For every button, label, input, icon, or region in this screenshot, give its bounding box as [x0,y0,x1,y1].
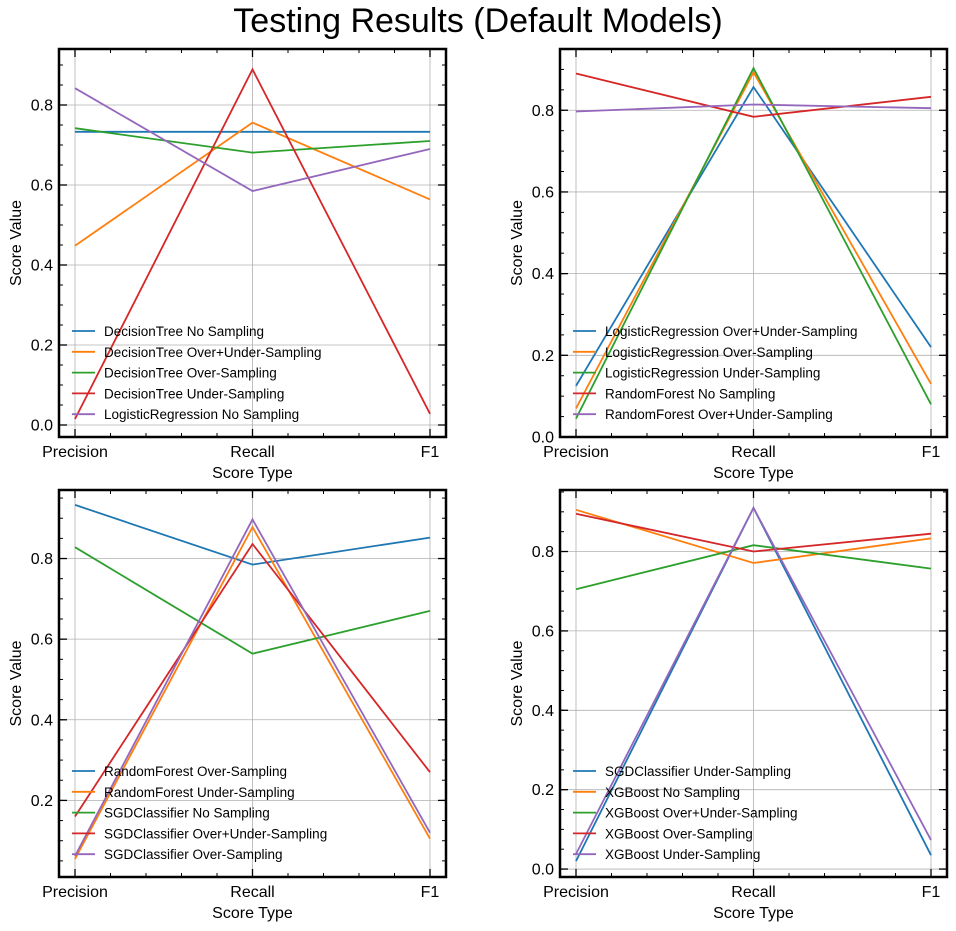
x-tick-label: Recall [731,884,775,901]
axes-frame [558,47,949,439]
chart-panel-4: 0.0 0.2 0.4 0.6 0.8 Precision Recall F1 Score Ty… [509,488,949,922]
legend-entry: DecisionTree Over-Sampling [104,366,277,381]
x-tick-label: Recall [230,884,274,901]
chart-panel-1: 0.0 0.2 0.4 0.6 0.8 Precision Recall F1 Score Ty… [8,47,448,482]
series-line-3 [74,546,431,655]
series-line-4 [74,542,431,817]
y-tick-label: 0.0 [532,862,554,879]
series-line-3 [575,544,932,591]
x-tick-label: Precision [42,444,108,461]
legend: DecisionTree No Sampling DecisionTree Ove… [72,324,321,422]
y-tick-label: 0.4 [532,266,554,283]
series-line-5 [74,517,431,857]
series-line-5 [575,505,932,855]
y-tick-label: 0.2 [532,348,554,365]
y-tick-label: 0.2 [532,782,554,799]
series-line-4 [575,512,932,553]
legend: SGDClassifier Under-Sampling XGBoost No S… [573,764,797,862]
y-tick-label: 0.2 [31,338,53,355]
legend-entry: XGBoost Over+Under-Sampling [605,806,797,821]
x-tick-label: Recall [731,444,775,461]
y-tick-label: 0.2 [31,793,53,810]
x-tick-label: Precision [543,444,609,461]
y-axis-label: Score Value [8,200,25,286]
x-axis-label: Score Type [212,905,293,922]
legend-entry: LogisticRegression Under-Sampling [605,366,820,381]
y-axis-label: Score Value [509,640,526,726]
y-tick-label: 0.8 [532,103,554,120]
chart-panel-3: 0.2 0.4 0.6 0.8 Precision Recall F1 Score Type S… [8,488,448,922]
x-tick-label: F1 [922,884,941,901]
legend: LogisticRegression Over+Under-Sampling Lo… [573,324,858,422]
series-line-1 [575,85,932,387]
legend: RandomForest Over-Sampling RandomForest U… [72,764,327,862]
legend-entry: RandomForest Over-Sampling [104,764,287,779]
x-axis-label: Score Type [713,905,794,922]
legend-entry: SGDClassifier Over+Under-Sampling [104,826,327,841]
legend-entry: XGBoost Under-Sampling [605,847,760,862]
axes-frame [558,488,949,879]
x-tick-label: F1 [421,884,440,901]
legend-entry: RandomForest Under-Sampling [104,785,295,800]
x-tick-label: Precision [42,884,108,901]
y-tick-label: 0.4 [532,703,554,720]
y-tick-label: 0.8 [31,98,53,115]
y-tick-label: 0.8 [31,551,53,568]
legend-entry: DecisionTree Under-Sampling [104,386,284,401]
legend-entry: SGDClassifier Over-Sampling [104,847,283,862]
legend-entry: XGBoost No Sampling [605,785,740,800]
series-line-4 [575,72,932,118]
x-tick-label: F1 [421,444,440,461]
legend-entry: DecisionTree No Sampling [104,324,264,339]
y-tick-label: 0.4 [31,258,53,275]
series-line-2 [575,70,932,409]
legend-entry: LogisticRegression Over-Sampling [605,345,813,360]
y-tick-label: 0.6 [532,623,554,640]
legend-entry: LogisticRegression Over+Under-Sampling [605,324,858,339]
y-tick-label: 0.4 [31,712,53,729]
x-tick-label: Recall [230,444,274,461]
y-tick-label: 0.8 [532,544,554,561]
axes-frame [57,488,448,879]
y-tick-label: 0.0 [532,430,554,447]
y-tick-label: 0.0 [31,418,53,435]
y-tick-label: 0.6 [31,178,53,195]
series-line-4 [74,67,431,420]
series-line-5 [74,87,431,192]
y-tick-label: 0.6 [532,184,554,201]
series-line-2 [575,508,932,564]
axes-frame [57,47,448,439]
series-line-2 [74,121,431,247]
y-axis-label: Score Value [509,200,526,286]
legend-entry: SGDClassifier No Sampling [104,806,270,821]
series-line-3 [575,66,932,420]
x-tick-label: Precision [543,884,609,901]
legend-entry: SGDClassifier Under-Sampling [605,764,791,779]
x-tick-label: F1 [922,444,941,461]
series-line-2 [74,525,431,860]
chart-panel-2: 0.0 0.2 0.4 0.6 0.8 Precision Recall F1 Score Ty… [509,47,949,482]
series-line-3 [74,127,431,154]
legend-entry: LogisticRegression No Sampling [104,407,299,422]
series-line-5 [575,103,932,113]
legend-entry: XGBoost Over-Sampling [605,826,753,841]
y-axis-label: Score Value [8,640,25,726]
figure-title: Testing Results (Default Models) [233,2,723,40]
x-axis-label: Score Type [212,465,293,482]
y-tick-label: 0.6 [31,632,53,649]
legend-entry: RandomForest No Sampling [605,386,775,401]
legend-entry: DecisionTree Over+Under-Sampling [104,345,321,360]
x-axis-label: Score Type [713,465,794,482]
legend-entry: RandomForest Over+Under-Sampling [605,407,833,422]
series-line-1 [74,504,431,566]
